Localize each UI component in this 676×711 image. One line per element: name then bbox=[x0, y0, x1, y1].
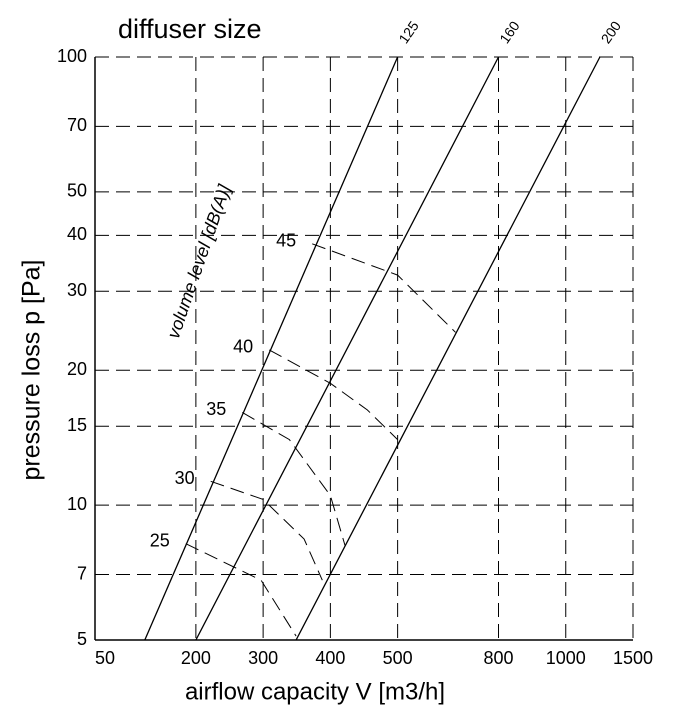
y-tick-label: 50 bbox=[67, 181, 87, 201]
y-tick-label: 40 bbox=[67, 224, 87, 244]
series-label: 200 bbox=[598, 18, 625, 46]
series-label: 25 bbox=[150, 530, 170, 550]
sound-level-line bbox=[268, 349, 398, 440]
sound-level-line bbox=[185, 543, 297, 637]
y-tick-label: 20 bbox=[67, 359, 87, 379]
series-label: 45 bbox=[276, 231, 296, 251]
sound-level-line bbox=[312, 243, 456, 333]
chart-title: diffuser size bbox=[118, 14, 262, 44]
y-tick-label: 100 bbox=[57, 46, 87, 66]
x-tick-label: 300 bbox=[248, 648, 278, 668]
size-line bbox=[195, 56, 500, 641]
x-tick-label: 800 bbox=[483, 648, 513, 668]
y-tick-label: 10 bbox=[67, 494, 87, 514]
series-label: 125 bbox=[395, 18, 422, 46]
y-tick-label: 7 bbox=[77, 563, 87, 583]
x-tick-label: 1000 bbox=[546, 648, 586, 668]
x-tick-label: 1500 bbox=[613, 648, 653, 668]
y-tick-label: 70 bbox=[67, 115, 87, 135]
y-axis-label: pressure loss p [Pa] bbox=[18, 260, 46, 481]
series-label: 160 bbox=[496, 18, 523, 46]
annotation: volume level [dB(A)] bbox=[163, 181, 235, 341]
x-tick-label: 500 bbox=[383, 648, 413, 668]
y-tick-label: 30 bbox=[67, 280, 87, 300]
series-label: 40 bbox=[233, 337, 253, 357]
series-label: 35 bbox=[206, 399, 226, 419]
sound-level-line bbox=[210, 480, 323, 581]
x-axis-label: airflow capacity V [m3/h] bbox=[185, 678, 445, 705]
y-tick-label: 15 bbox=[67, 415, 87, 435]
series-label: 30 bbox=[175, 468, 195, 488]
sound-level-line bbox=[242, 411, 346, 547]
x-tick-label: 200 bbox=[181, 648, 211, 668]
x-tick-label: 50 bbox=[95, 648, 115, 668]
size-line bbox=[144, 56, 399, 641]
y-tick-label: 5 bbox=[77, 629, 87, 649]
x-tick-label: 400 bbox=[315, 648, 345, 668]
size-line bbox=[295, 56, 601, 641]
